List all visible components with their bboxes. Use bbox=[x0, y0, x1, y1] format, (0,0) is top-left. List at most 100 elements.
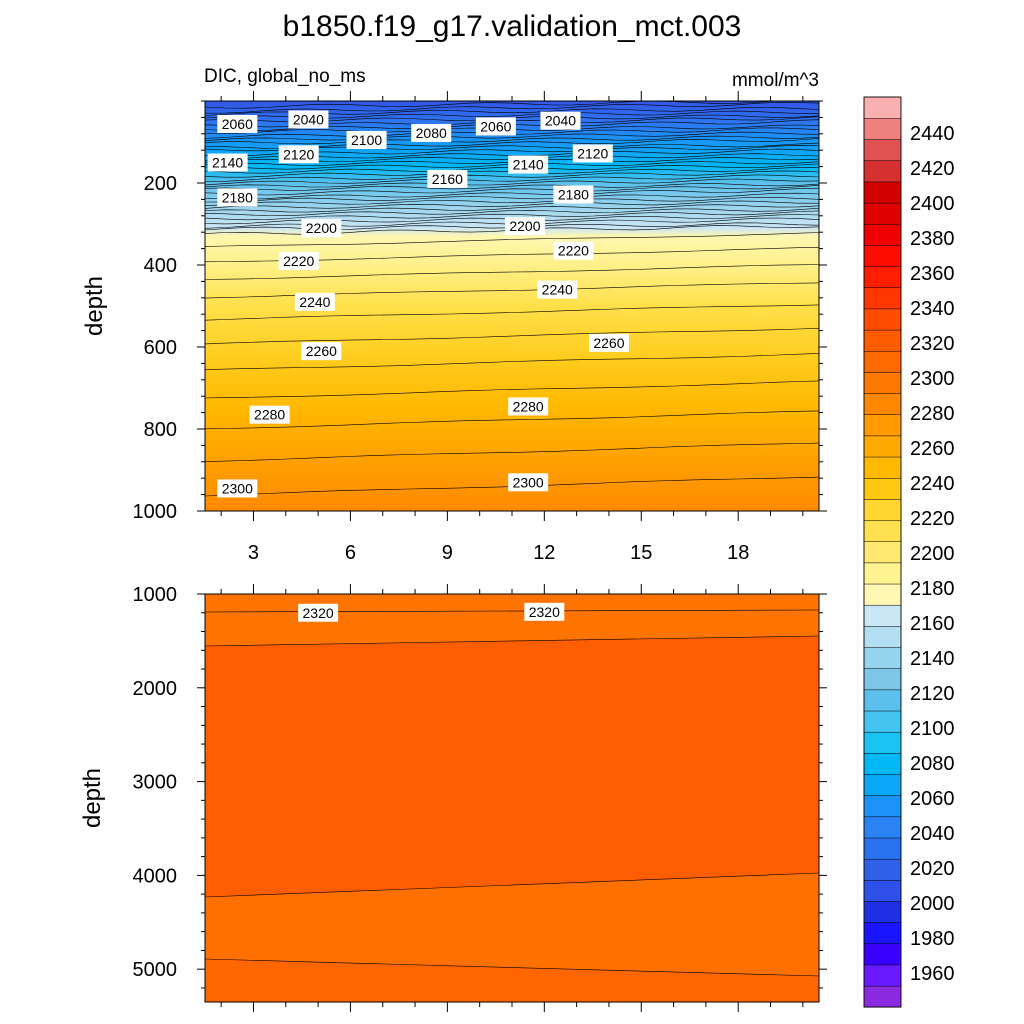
contour-label-text: 2200 bbox=[509, 218, 540, 234]
contour-label-text: 2060 bbox=[222, 116, 253, 132]
contour-label-text: 2320 bbox=[303, 605, 334, 621]
contour-label: 2240 bbox=[295, 293, 335, 311]
colorbar-box bbox=[864, 922, 901, 943]
chart-subtitle-left: DIC, global_no_ms bbox=[204, 66, 366, 87]
colorbar-box bbox=[864, 97, 901, 118]
colorbar-box bbox=[864, 520, 901, 541]
contour-label-text: 2140 bbox=[513, 157, 544, 173]
y-tick-label: 600 bbox=[144, 337, 177, 359]
colorbar-box bbox=[864, 732, 901, 753]
colorbar-box bbox=[864, 690, 901, 711]
colorbar-tick-label: 2000 bbox=[910, 893, 955, 915]
colorbar-box bbox=[864, 287, 901, 308]
contour-label: 2060 bbox=[476, 117, 516, 135]
contour-label-text: 2200 bbox=[306, 220, 337, 236]
contour-label-text: 2300 bbox=[513, 474, 544, 490]
contour-label: 2320 bbox=[524, 603, 564, 621]
colorbar-tick-label: 2420 bbox=[910, 158, 955, 180]
contour-label-text: 2040 bbox=[545, 113, 576, 129]
colorbar-box bbox=[864, 901, 901, 922]
colorbar-tick-label: 2240 bbox=[910, 473, 955, 495]
y-tick-label: 3000 bbox=[133, 772, 178, 794]
lower-panel: 2320 2320 1000 2000 3000 4000 5000 depth bbox=[79, 584, 827, 1012]
y-tick-label: 200 bbox=[144, 173, 177, 195]
colorbar-box bbox=[864, 753, 901, 774]
colorbar-tick-label: 2340 bbox=[910, 298, 955, 320]
colorbar-box bbox=[864, 584, 901, 605]
colorbar-tick-label: 2400 bbox=[910, 193, 955, 215]
colorbar-box bbox=[864, 647, 901, 668]
colorbar-tick-label: 2180 bbox=[910, 578, 955, 600]
upper-panel: 2060 2040 2100 2080 2060 2040 2140 2120 2160 2140… bbox=[81, 91, 827, 564]
y-tick-label: 800 bbox=[144, 419, 177, 441]
colorbar-box bbox=[864, 139, 901, 160]
contour-label-text: 2280 bbox=[513, 398, 544, 414]
y-tick-label: 2000 bbox=[133, 678, 178, 700]
colorbar-tick-label: 2060 bbox=[910, 788, 955, 810]
colorbar-box bbox=[864, 414, 901, 435]
colorbar-box bbox=[864, 711, 901, 732]
units-label: mmol/m^3 bbox=[732, 70, 819, 91]
contour-label-text: 2300 bbox=[222, 480, 253, 496]
colorbar-tick-label: 2220 bbox=[910, 508, 955, 530]
contour-label-text: 2320 bbox=[529, 604, 560, 620]
colorbar-tick-label: 2020 bbox=[910, 858, 955, 880]
colorbar-tick-label: 2040 bbox=[910, 823, 955, 845]
colorbar-box bbox=[864, 478, 901, 499]
colorbar-box bbox=[864, 817, 901, 838]
contour-label: 2140 bbox=[508, 156, 548, 174]
y-tick-label: 1000 bbox=[133, 501, 178, 523]
contour-label: 2220 bbox=[553, 242, 593, 260]
contour-label: 2200 bbox=[301, 219, 341, 237]
contour-label-text: 2080 bbox=[416, 125, 447, 141]
colorbar-tick-label: 1980 bbox=[910, 928, 955, 950]
contour-label: 2240 bbox=[537, 281, 577, 299]
contour-label-text: 2220 bbox=[283, 253, 314, 269]
contour-label: 2320 bbox=[298, 604, 338, 622]
contour-label: 2100 bbox=[347, 131, 387, 149]
contour-label-text: 2280 bbox=[254, 407, 285, 423]
colorbar-tick-label: 2320 bbox=[910, 333, 955, 355]
colorbar-box bbox=[864, 224, 901, 245]
contour-label: 2180 bbox=[553, 185, 593, 203]
contour-label: 2180 bbox=[217, 188, 257, 206]
colorbar-box bbox=[864, 563, 901, 584]
colorbar-tick-label: 2300 bbox=[910, 368, 955, 390]
upper-y-axis-label: depth bbox=[81, 276, 108, 336]
x-tick-label: 15 bbox=[630, 542, 652, 564]
colorbar-box bbox=[864, 118, 901, 139]
colorbar-box bbox=[864, 944, 901, 965]
contour-label: 2160 bbox=[427, 170, 467, 188]
colorbar-box bbox=[864, 309, 901, 330]
colorbar-tick-label: 2360 bbox=[910, 263, 955, 285]
colorbar-box bbox=[864, 880, 901, 901]
contour-label-text: 2040 bbox=[293, 111, 324, 127]
colorbar-tick-label: 2120 bbox=[910, 683, 955, 705]
y-tick-label: 4000 bbox=[133, 865, 178, 887]
colorbar-box bbox=[864, 266, 901, 287]
contour-label-text: 2260 bbox=[593, 335, 624, 351]
contour-label: 2280 bbox=[508, 397, 548, 415]
contour-label-text: 2060 bbox=[480, 118, 511, 134]
colorbar-tick-label: 2260 bbox=[910, 438, 955, 460]
colorbar-box bbox=[864, 203, 901, 224]
contour-label: 2040 bbox=[540, 112, 580, 130]
contour-label-text: 2220 bbox=[558, 243, 589, 259]
contour-label-text: 2100 bbox=[351, 132, 382, 148]
colorbar-tick-label: 2200 bbox=[910, 543, 955, 565]
contour-label: 2260 bbox=[589, 334, 629, 352]
colorbar-box bbox=[864, 330, 901, 351]
contour-label: 2220 bbox=[279, 252, 319, 270]
contour-label: 2140 bbox=[208, 154, 248, 172]
contour-label-text: 2120 bbox=[577, 145, 608, 161]
colorbar-box bbox=[864, 626, 901, 647]
colorbar-box bbox=[864, 986, 901, 1007]
contour-label-text: 2180 bbox=[222, 189, 253, 205]
x-tick-label: 12 bbox=[533, 542, 555, 564]
colorbar-box bbox=[864, 351, 901, 372]
x-tick-label: 9 bbox=[442, 542, 453, 564]
y-tick-label: 400 bbox=[144, 255, 177, 277]
colorbar-box bbox=[864, 774, 901, 795]
contour-label: 2120 bbox=[573, 144, 613, 162]
